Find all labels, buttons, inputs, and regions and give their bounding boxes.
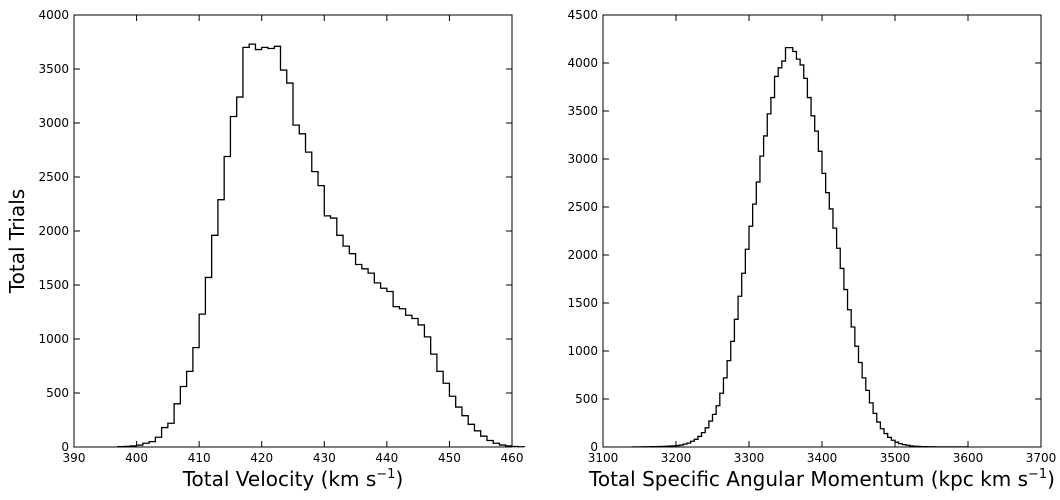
x-tick-label: 3600 (953, 451, 984, 465)
angular-momentum-histogram-line (631, 46, 969, 448)
y-tick-label: 1000 (567, 344, 598, 358)
x-axis-title-superscript: −1 (1028, 467, 1047, 482)
tick-group: 390 400 410 420 430 440 450 460 0 500 1000 1500 2000… (38, 8, 523, 465)
y-tick-label: 4000 (38, 8, 69, 22)
x-axis-title-close: ) (395, 467, 403, 491)
velocity-histogram-line (117, 43, 526, 448)
y-tick-label: 2500 (567, 200, 598, 214)
y-tick-label: 1500 (38, 278, 69, 292)
x-axis-title-main: Total Specific Angular Momentum (kpc km … (588, 467, 1028, 491)
y-tick-label: 3500 (567, 104, 598, 118)
x-tick-label: 3700 (1026, 451, 1057, 465)
x-axis-title: Total Specific Angular Momentum (kpc km … (588, 467, 1055, 491)
x-axis-title: Total Velocity (km s−1) (182, 467, 404, 491)
y-tick-label: 4000 (567, 56, 598, 70)
y-tick-label: 0 (590, 440, 598, 454)
x-tick-label: 460 (501, 451, 524, 465)
y-tick-label: 0 (61, 440, 69, 454)
y-tick-label: 3500 (38, 62, 69, 76)
y-tick-label: 3000 (38, 116, 69, 130)
x-tick-label: 3400 (807, 451, 838, 465)
y-tick-label: 500 (575, 392, 598, 406)
x-tick-label: 3300 (734, 451, 765, 465)
angular-momentum-histogram-panel: 3100 3200 3300 3400 3500 3600 3700 0 500 1000 1500… (567, 8, 1056, 491)
x-axis-title-superscript: −1 (376, 467, 395, 482)
y-tick-label: 2000 (567, 248, 598, 262)
x-tick-label: 430 (313, 451, 336, 465)
y-tick-label: 500 (46, 386, 69, 400)
x-tick-label: 450 (438, 451, 461, 465)
plot-frame (73, 14, 513, 448)
x-axis-title-close: ) (1047, 467, 1055, 491)
y-axis-title: Total Trials (5, 189, 29, 294)
velocity-histogram-panel: 390 400 410 420 430 440 450 460 0 500 1000 1500 2000… (5, 8, 526, 491)
x-tick-label: 420 (250, 451, 273, 465)
plot-frame (602, 14, 1042, 448)
x-axis-title-main: Total Velocity (km s (182, 467, 377, 491)
x-tick-label: 3200 (661, 451, 692, 465)
x-tick-label: 400 (125, 451, 148, 465)
x-tick-label: 440 (375, 451, 398, 465)
y-tick-label: 3000 (567, 152, 598, 166)
y-tick-label: 1500 (567, 296, 598, 310)
x-tick-label: 3500 (880, 451, 911, 465)
x-tick-label: 390 (63, 451, 86, 465)
tick-group: 3100 3200 3300 3400 3500 3600 3700 0 500 1000 1500… (567, 8, 1056, 465)
y-tick-label: 4500 (567, 8, 598, 22)
x-tick-label: 3100 (588, 451, 619, 465)
x-tick-label: 410 (188, 451, 211, 465)
y-tick-label: 2500 (38, 170, 69, 184)
y-tick-label: 1000 (38, 332, 69, 346)
y-tick-label: 2000 (38, 224, 69, 238)
